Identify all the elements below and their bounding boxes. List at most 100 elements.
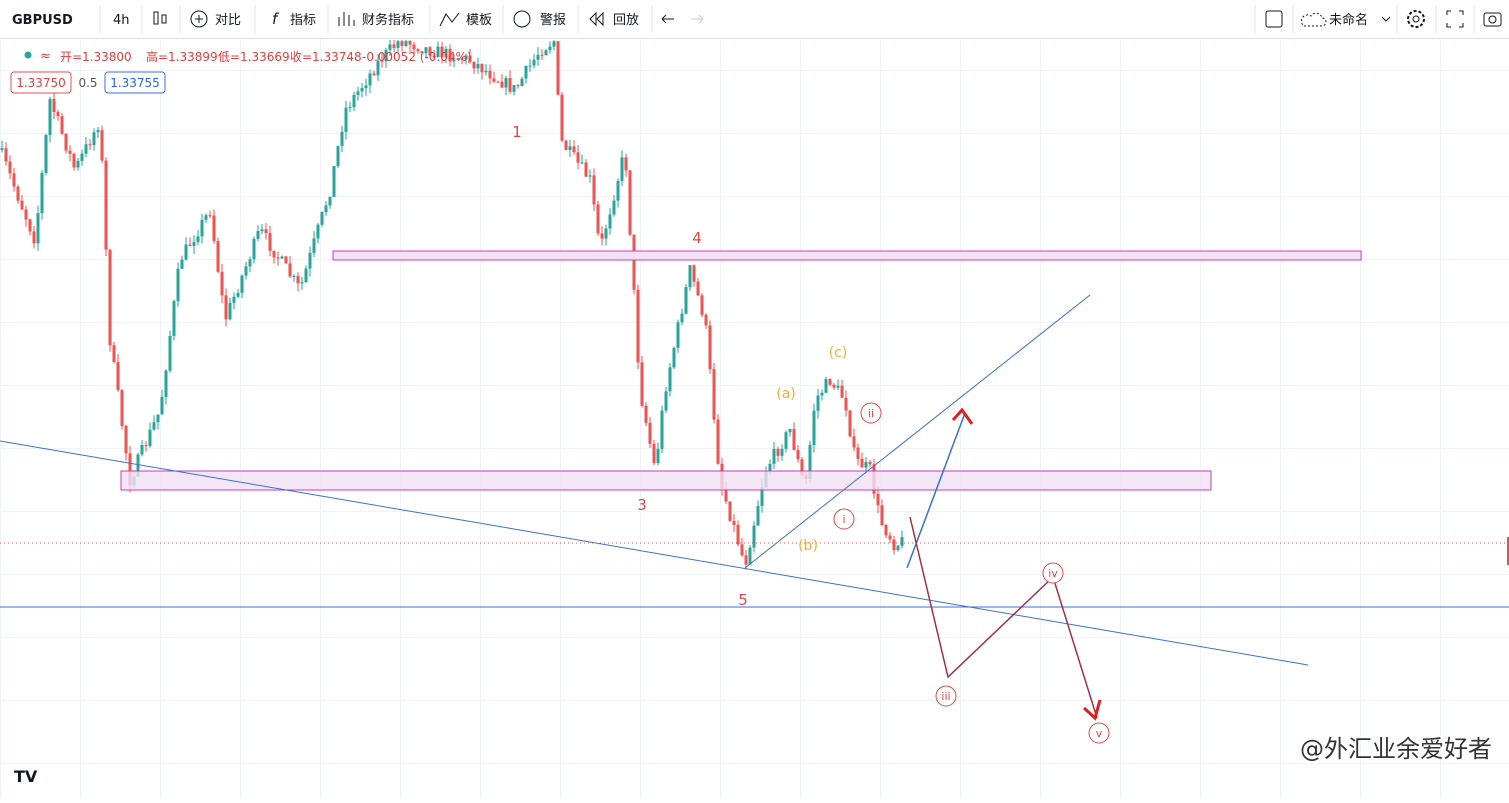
candle bbox=[568, 146, 572, 150]
alert-icon[interactable] bbox=[513, 10, 531, 28]
toolbar-item[interactable]: 警报 bbox=[540, 12, 566, 28]
candle bbox=[292, 275, 296, 277]
candle bbox=[316, 224, 320, 239]
candle bbox=[144, 445, 148, 447]
settings[interactable] bbox=[1407, 10, 1425, 28]
candle bbox=[824, 379, 828, 393]
candle bbox=[40, 172, 44, 214]
candle bbox=[820, 392, 824, 396]
candle bbox=[596, 204, 600, 234]
candle bbox=[844, 397, 848, 411]
candle bbox=[728, 501, 732, 521]
zone-rect bbox=[120, 470, 1212, 491]
candle bbox=[816, 395, 820, 411]
candle bbox=[188, 244, 192, 246]
candle bbox=[304, 268, 308, 283]
candle bbox=[588, 175, 592, 177]
layout-icon[interactable] bbox=[1265, 10, 1283, 28]
candle bbox=[564, 140, 568, 150]
redo[interactable] bbox=[691, 14, 704, 24]
candle bbox=[416, 49, 420, 52]
candle bbox=[808, 445, 812, 480]
compare-icon[interactable] bbox=[195, 15, 203, 23]
candle bbox=[604, 228, 608, 239]
candle bbox=[784, 432, 788, 449]
candle bbox=[56, 112, 60, 117]
candle bbox=[372, 73, 376, 76]
indicator-icon[interactable]: f bbox=[272, 10, 280, 28]
compare-icon[interactable] bbox=[190, 10, 208, 28]
spread: 0.5 bbox=[78, 76, 97, 90]
candle bbox=[368, 73, 372, 86]
screenshot[interactable] bbox=[1483, 12, 1502, 27]
candle bbox=[396, 41, 400, 48]
candle bbox=[248, 259, 252, 267]
candle bbox=[124, 425, 128, 454]
toolbar-item[interactable]: 模板 bbox=[466, 13, 492, 28]
candle bbox=[812, 410, 816, 446]
toolbar-item[interactable]: 对比 bbox=[215, 13, 241, 28]
chart-type-icon[interactable] bbox=[153, 11, 167, 25]
ohlc: 开=1.33800 bbox=[60, 50, 132, 64]
candle bbox=[232, 296, 236, 303]
candle bbox=[876, 493, 880, 506]
candle bbox=[272, 250, 276, 258]
candle bbox=[532, 59, 536, 66]
candle bbox=[224, 295, 228, 320]
candle bbox=[840, 385, 844, 398]
interval[interactable]: 4h bbox=[113, 13, 130, 28]
dropdown[interactable] bbox=[1381, 16, 1391, 22]
wave-label: ii bbox=[868, 407, 874, 420]
candle bbox=[360, 88, 364, 92]
candle bbox=[400, 41, 404, 46]
candle bbox=[888, 535, 892, 540]
candle bbox=[168, 335, 172, 371]
candle bbox=[260, 229, 264, 231]
toolbar-items: 对比 指标 财务指标 模板 警报 回放 bbox=[215, 12, 639, 28]
candle bbox=[92, 132, 96, 146]
candle bbox=[868, 461, 872, 465]
candle bbox=[580, 162, 584, 164]
candle bbox=[664, 391, 668, 411]
candle bbox=[676, 322, 680, 348]
candle bbox=[148, 429, 152, 447]
toolbar-item[interactable]: 指标 bbox=[290, 13, 316, 28]
candle bbox=[284, 256, 288, 264]
candle bbox=[496, 81, 500, 83]
candle bbox=[448, 48, 452, 62]
candle bbox=[644, 405, 648, 423]
candle bbox=[696, 281, 700, 296]
toolbar-item[interactable]: 财务指标 bbox=[362, 12, 414, 28]
status-dot bbox=[24, 51, 32, 59]
undo[interactable] bbox=[661, 14, 674, 24]
layout-name[interactable]: 未命名 bbox=[1329, 12, 1368, 28]
candle bbox=[524, 66, 528, 79]
toolbar-item[interactable]: 回放 bbox=[613, 13, 639, 28]
change: -0.00052 (-0.04%) bbox=[362, 50, 472, 64]
ask: 1.33755 bbox=[110, 76, 160, 90]
fin-icon[interactable] bbox=[338, 12, 355, 26]
candle bbox=[692, 265, 696, 282]
candle bbox=[440, 46, 444, 58]
replay-icon[interactable] bbox=[589, 11, 604, 27]
candle bbox=[460, 58, 464, 60]
wave-label: (b) bbox=[798, 538, 818, 554]
candle bbox=[432, 55, 436, 58]
candle bbox=[392, 44, 396, 48]
fullscreen[interactable] bbox=[1446, 10, 1464, 28]
candle bbox=[100, 130, 104, 161]
candle bbox=[740, 544, 744, 556]
candle bbox=[312, 238, 316, 253]
candle bbox=[512, 85, 516, 92]
wave-circle bbox=[1042, 562, 1064, 584]
candle bbox=[504, 78, 508, 88]
screenshot[interactable] bbox=[1488, 15, 1497, 24]
symbol[interactable]: GBPUSD bbox=[12, 13, 73, 28]
settings[interactable] bbox=[1412, 15, 1420, 23]
candle bbox=[336, 146, 340, 167]
candle bbox=[752, 525, 756, 548]
bid: 1.33750 bbox=[16, 76, 66, 90]
template-icon[interactable] bbox=[439, 12, 460, 27]
